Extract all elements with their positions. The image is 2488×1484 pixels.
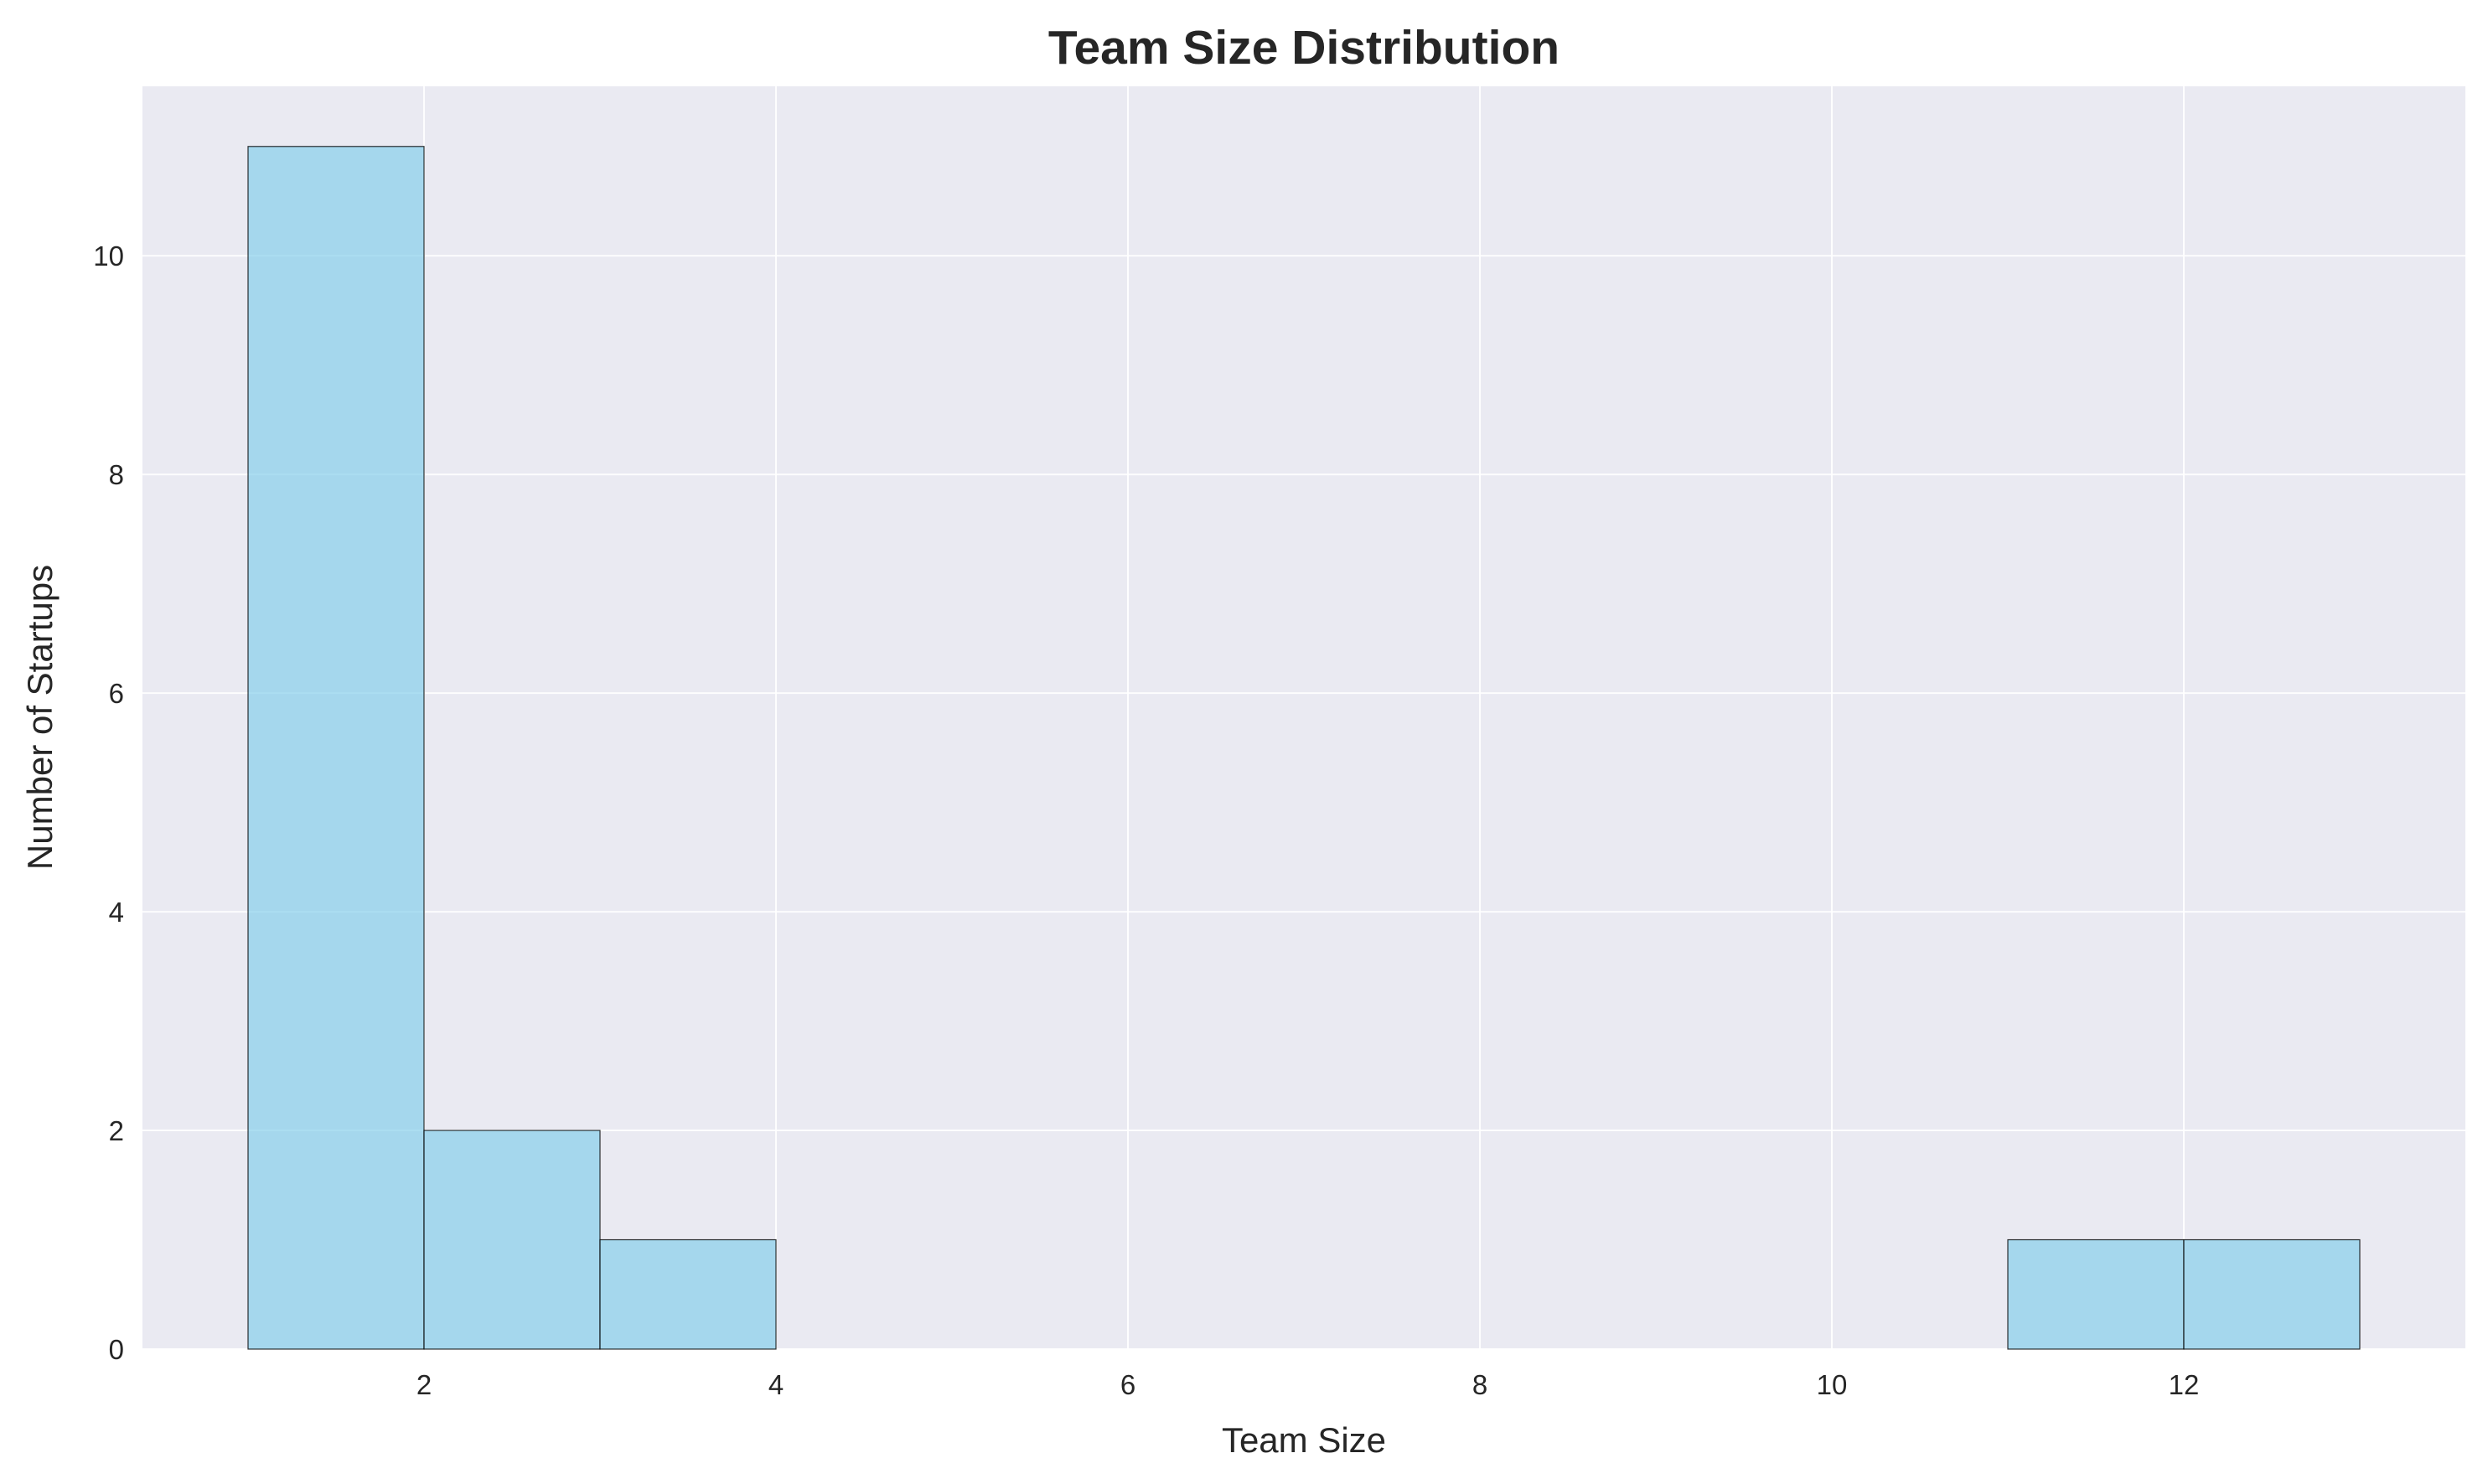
x-tick-label: 10 xyxy=(1817,1369,1848,1400)
y-tick-label: 2 xyxy=(109,1115,124,1146)
x-tick-label: 4 xyxy=(768,1369,784,1400)
x-tick-label: 8 xyxy=(1472,1369,1487,1400)
bars xyxy=(247,146,2361,1350)
chart-title: Team Size Distribution xyxy=(1048,21,1560,75)
x-tick-label: 2 xyxy=(416,1369,432,1400)
histogram-bar xyxy=(599,1238,777,1350)
histogram-bar xyxy=(423,1130,601,1350)
y-axis-label: Number of Startups xyxy=(20,565,59,870)
x-axis-label: Team Size xyxy=(1222,1420,1386,1460)
y-tick-label: 4 xyxy=(109,897,124,928)
x-tick-label: 6 xyxy=(1120,1369,1135,1400)
tick-labels: 2 4 6 8 10 12 0 2 4 6 8 10 xyxy=(93,240,2199,1400)
y-tick-label: 0 xyxy=(109,1334,124,1365)
histogram-bar xyxy=(2183,1238,2361,1350)
y-tick-label: 10 xyxy=(93,240,124,271)
histogram-bar xyxy=(2007,1238,2185,1350)
y-tick-label: 8 xyxy=(109,459,124,490)
y-tick-label: 6 xyxy=(109,678,124,709)
histogram-bar xyxy=(247,146,425,1350)
x-tick-label: 12 xyxy=(2169,1369,2200,1400)
